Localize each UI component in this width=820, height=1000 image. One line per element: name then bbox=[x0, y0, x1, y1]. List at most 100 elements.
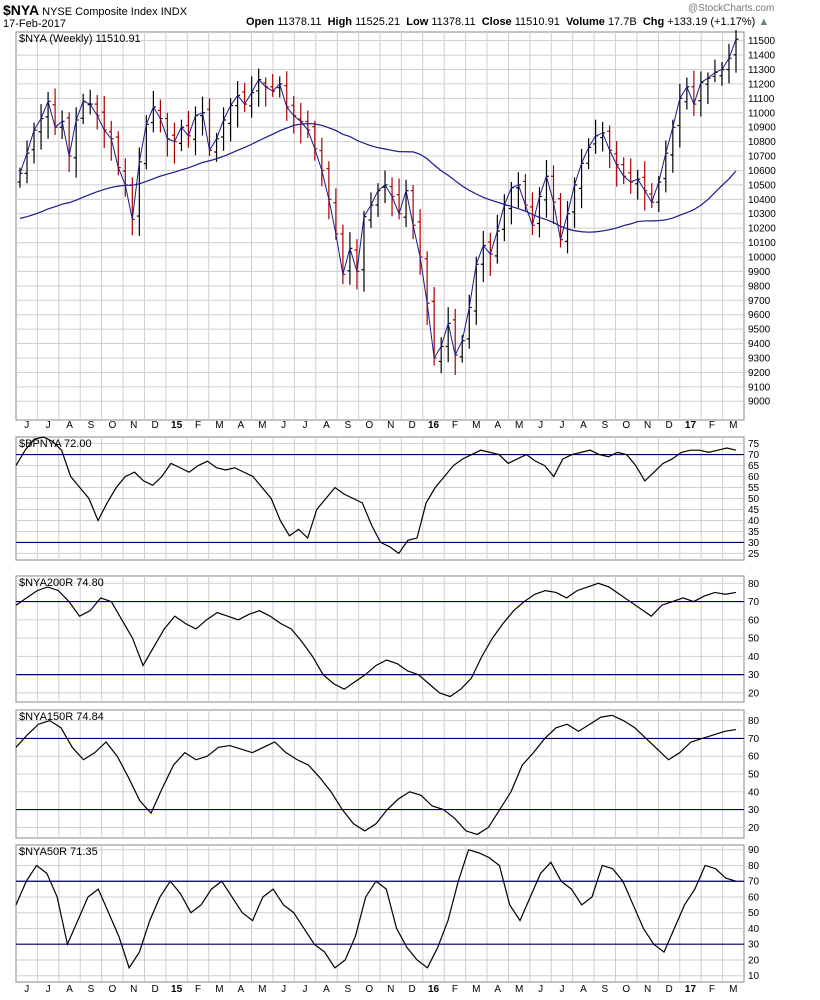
x-tick-label: N bbox=[644, 420, 651, 431]
y-tick-label: 40 bbox=[748, 787, 760, 798]
y-tick-label: 9200 bbox=[748, 368, 771, 379]
index-name: NYSE Composite Index bbox=[42, 6, 158, 18]
y-tick-label: 65 bbox=[748, 461, 760, 472]
x-tick-label: M bbox=[258, 984, 266, 995]
y-tick-label: 75 bbox=[748, 439, 760, 450]
x-tick-label: S bbox=[601, 984, 608, 995]
y-tick-label: 10800 bbox=[748, 137, 776, 148]
x-tick-label: O bbox=[365, 420, 373, 431]
y-tick-label: 11500 bbox=[748, 36, 776, 47]
low-label: Low bbox=[406, 16, 429, 28]
x-tick-label: A bbox=[323, 420, 330, 431]
close-label: Close bbox=[481, 16, 512, 28]
y-tick-label: 10500 bbox=[748, 180, 776, 191]
chart-title: $NYA NYSE Composite Index INDX bbox=[3, 2, 187, 18]
x-tick-label: D bbox=[409, 984, 416, 995]
x-tick-label: A bbox=[323, 984, 330, 995]
volume-label: Volume bbox=[565, 16, 605, 28]
y-tick-label: 20 bbox=[748, 823, 760, 834]
open-label: Open bbox=[246, 16, 275, 28]
x-tick-label: A bbox=[494, 984, 501, 995]
x-tick-label: M bbox=[258, 420, 266, 431]
x-tick-label: N bbox=[644, 984, 651, 995]
y-tick-label: 10600 bbox=[748, 166, 776, 177]
x-tick-label: J bbox=[281, 984, 286, 995]
y-tick-label: 80 bbox=[748, 716, 760, 727]
x-tick-label: M bbox=[472, 420, 480, 431]
triangle-up-icon: ▲ bbox=[758, 16, 770, 28]
panel-legend: $NYA200R 74.80 bbox=[19, 577, 104, 589]
y-tick-label: 30 bbox=[748, 805, 760, 816]
x-tick-label: 16 bbox=[428, 420, 440, 431]
y-tick-label: 70 bbox=[748, 877, 760, 888]
y-tick-label: 50 bbox=[748, 908, 760, 919]
x-tick-label: O bbox=[108, 984, 116, 995]
y-tick-label: 70 bbox=[748, 450, 760, 461]
chg-value: +133.19 (+1.17%) bbox=[667, 16, 756, 28]
x-tick-label: A bbox=[66, 984, 73, 995]
y-tick-label: 40 bbox=[748, 652, 760, 663]
y-tick-label: 9300 bbox=[748, 353, 771, 364]
y-tick-label: 80 bbox=[748, 579, 760, 590]
x-tick-label: M bbox=[472, 984, 480, 995]
x-tick-label: O bbox=[365, 984, 373, 995]
panel-legend: $BPNYA 72.00 bbox=[19, 438, 92, 450]
watermark: @StockCharts.com bbox=[688, 3, 775, 14]
x-tick-label: M bbox=[729, 984, 737, 995]
y-tick-label: 35 bbox=[748, 527, 760, 538]
x-tick-label: S bbox=[345, 420, 352, 431]
y-tick-label: 11200 bbox=[748, 79, 776, 90]
y-tick-label: 30 bbox=[748, 538, 760, 549]
x-tick-label: A bbox=[237, 420, 244, 431]
x-tick-label: A bbox=[494, 420, 501, 431]
x-tick-label: N bbox=[130, 420, 137, 431]
y-tick-label: 50 bbox=[748, 770, 760, 781]
x-tick-label: J bbox=[303, 984, 308, 995]
x-tick-label: M bbox=[215, 420, 223, 431]
y-tick-label: 50 bbox=[748, 634, 760, 645]
x-tick-label: 17 bbox=[685, 984, 697, 995]
x-tick-label: F bbox=[195, 984, 201, 995]
y-tick-label: 70 bbox=[748, 597, 760, 608]
x-tick-label: J bbox=[538, 984, 543, 995]
price-close-line bbox=[19, 39, 737, 360]
x-tick-label: F bbox=[195, 420, 201, 431]
x-tick-label: F bbox=[709, 420, 715, 431]
moving-average-line bbox=[19, 122, 737, 233]
x-tick-label: A bbox=[237, 984, 244, 995]
x-tick-label: O bbox=[108, 420, 116, 431]
quote-date: 17-Feb-2017 bbox=[3, 18, 66, 30]
x-tick-label: J bbox=[560, 420, 565, 431]
y-tick-label: 10900 bbox=[748, 123, 776, 134]
y-tick-label: 11100 bbox=[748, 94, 775, 105]
y-tick-label: 10100 bbox=[748, 238, 776, 249]
x-tick-label: A bbox=[66, 420, 73, 431]
x-tick-label: S bbox=[88, 420, 95, 431]
y-tick-label: 10300 bbox=[748, 209, 776, 220]
y-tick-label: 10 bbox=[748, 971, 760, 982]
x-tick-label: D bbox=[152, 420, 159, 431]
y-tick-label: 30 bbox=[748, 670, 760, 681]
y-tick-label: 10400 bbox=[748, 195, 776, 206]
x-tick-label: D bbox=[409, 420, 416, 431]
y-tick-label: 11400 bbox=[748, 51, 776, 62]
y-tick-label: 90 bbox=[748, 845, 760, 856]
x-tick-label: N bbox=[387, 420, 394, 431]
volume-value: 17.7B bbox=[607, 16, 637, 28]
x-tick-label: F bbox=[452, 420, 458, 431]
x-tick-label: J bbox=[560, 984, 565, 995]
x-tick-label: 15 bbox=[171, 984, 183, 995]
x-tick-label: M bbox=[515, 420, 523, 431]
x-tick-label: S bbox=[88, 984, 95, 995]
y-tick-label: 40 bbox=[748, 924, 760, 935]
x-tick-label: J bbox=[24, 420, 29, 431]
y-tick-label: 70 bbox=[748, 734, 760, 745]
y-tick-label: 9900 bbox=[748, 267, 771, 278]
y-tick-label: 9100 bbox=[748, 382, 771, 393]
y-tick-label: 11000 bbox=[748, 108, 776, 119]
y-tick-label: 10700 bbox=[748, 152, 776, 163]
y-tick-label: 9600 bbox=[748, 310, 771, 321]
x-tick-label: M bbox=[215, 984, 223, 995]
x-tick-label: N bbox=[387, 984, 394, 995]
x-tick-label: N bbox=[130, 984, 137, 995]
